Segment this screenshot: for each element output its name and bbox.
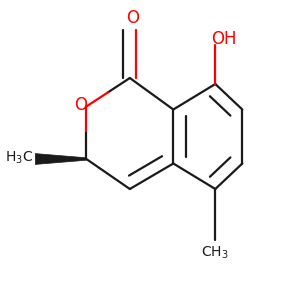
Polygon shape: [35, 154, 86, 164]
Text: H$_3$C: H$_3$C: [5, 149, 33, 166]
Text: O: O: [126, 9, 139, 27]
Text: CH$_3$: CH$_3$: [202, 244, 229, 261]
Text: O: O: [74, 96, 87, 114]
Text: OH: OH: [212, 30, 237, 48]
